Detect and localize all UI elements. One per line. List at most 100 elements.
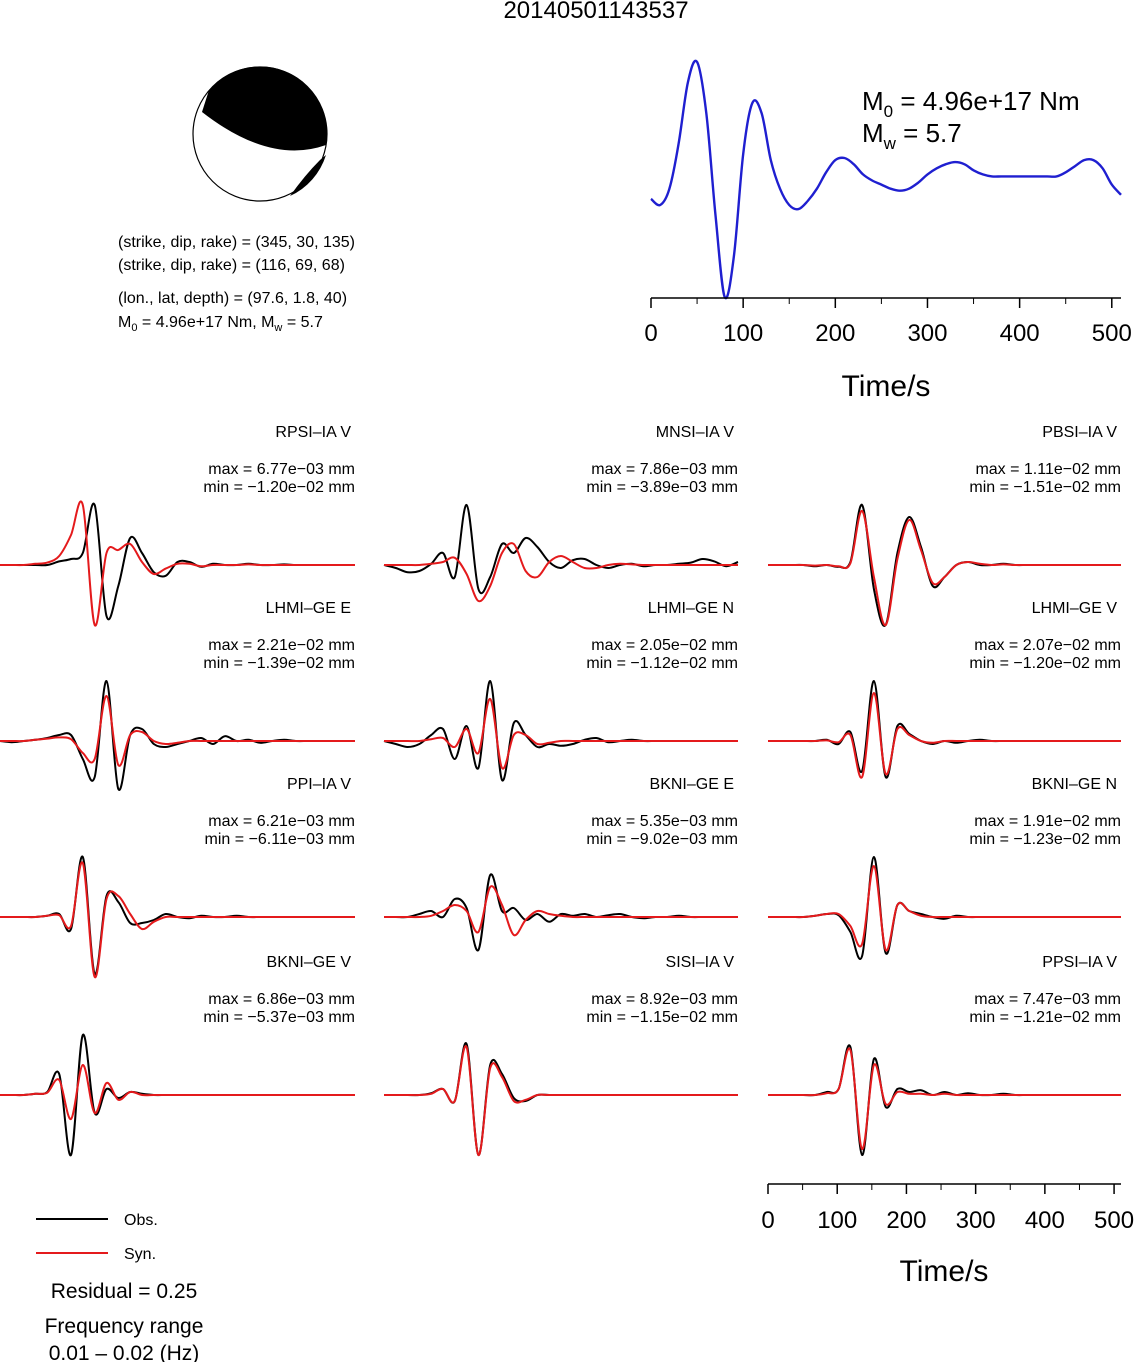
- station-min: min = −3.89e−03 mm: [586, 479, 738, 496]
- station-max: max = 1.91e−02 mm: [974, 813, 1121, 830]
- station-max: max = 2.07e−02 mm: [974, 637, 1121, 654]
- station-name: LHMI–GE N: [648, 600, 734, 617]
- residual-label: Residual = 0.25: [51, 1280, 198, 1303]
- station-min: min = −9.02e−03 mm: [586, 831, 738, 848]
- station-name: MNSI–IA V: [656, 424, 735, 441]
- syn-trace: [0, 1063, 355, 1121]
- syn-trace: [384, 885, 738, 937]
- obs-trace: [383, 503, 739, 595]
- wave-time-axis: 0 100 200 300 400 500 Time/s: [761, 1183, 1134, 1288]
- wave-x-label: Time/s: [900, 1255, 989, 1288]
- stf-x-label: Time/s: [842, 370, 931, 403]
- legend-obs-label: Obs.: [124, 1212, 158, 1229]
- station-min: min = −1.21e−02 mm: [969, 1009, 1121, 1026]
- nodal-plane-1: (strike, dip, rake) = (345, 30, 135): [118, 234, 355, 251]
- wave-tick-label: 500: [1094, 1207, 1134, 1234]
- obs-trace: [383, 679, 738, 782]
- stf-tick-label: 200: [815, 320, 855, 347]
- stf-x-ticks: 0 100 200 300 400 500: [644, 298, 1132, 347]
- stf-tick-label: 300: [907, 320, 947, 347]
- stf-tick-label: 0: [644, 320, 657, 347]
- wave-tick-label: 100: [817, 1207, 857, 1234]
- station-max: max = 2.05e−02 mm: [591, 637, 738, 654]
- station-max: max = 2.21e−02 mm: [208, 637, 355, 654]
- station-max: max = 7.86e−03 mm: [591, 461, 738, 478]
- syn-trace: [383, 542, 738, 603]
- wave-tick-label: 0: [761, 1207, 774, 1234]
- wave-tick-label: 200: [886, 1207, 926, 1234]
- legend-syn-label: Syn.: [124, 1246, 156, 1263]
- syn-trace: [0, 694, 355, 767]
- station-name: PPI–IA V: [287, 776, 351, 793]
- station-min: min = −1.12e−02 mm: [586, 655, 738, 672]
- stf-tick-label: 100: [723, 320, 763, 347]
- station-min: min = −1.20e−02 mm: [203, 479, 355, 496]
- station-max: max = 8.92e−03 mm: [591, 991, 738, 1008]
- station-max: max = 7.47e−03 mm: [974, 991, 1121, 1008]
- syn-trace: [767, 1047, 1121, 1151]
- moment-magnitude: M0 = 4.96e+17 Nm, Mw = 5.7: [118, 314, 323, 334]
- station-max: max = 6.21e−03 mm: [208, 813, 355, 830]
- station-min: min = −1.23e−02 mm: [969, 831, 1121, 848]
- obs-trace: [0, 679, 355, 791]
- station-min: min = −1.51e−02 mm: [969, 479, 1121, 496]
- station-max: max = 6.77e−03 mm: [208, 461, 355, 478]
- station-max: max = 5.35e−03 mm: [591, 813, 738, 830]
- obs-trace: [767, 1044, 1121, 1157]
- stf-tick-label: 500: [1092, 320, 1132, 347]
- syn-trace: [767, 509, 1121, 627]
- station-min: min = −5.37e−03 mm: [203, 1009, 355, 1026]
- station-min: min = −1.39e−02 mm: [203, 655, 355, 672]
- wave-tick-label: 300: [956, 1207, 996, 1234]
- station-name: BKNI–GE E: [650, 776, 734, 793]
- station-min: min = −1.15e−02 mm: [586, 1009, 738, 1026]
- station-name: BKNI–GE N: [1032, 776, 1117, 793]
- beachball: [192, 66, 328, 202]
- syn-trace: [768, 691, 1121, 779]
- mechanism-text: (strike, dip, rake) = (345, 30, 135) (st…: [118, 234, 355, 334]
- station-name: LHMI–GE E: [266, 600, 351, 617]
- syn-trace: [0, 861, 355, 979]
- stf-mw-label: Mw = 5.7: [862, 118, 962, 153]
- location-depth: (lon., lat, depth) = (97.6, 1.8, 40): [118, 290, 347, 307]
- stf-m0-label: M0 = 4.96e+17 Nm: [862, 86, 1080, 121]
- nodal-plane-2: (strike, dip, rake) = (116, 69, 68): [118, 257, 345, 274]
- station-min: min = −6.11e−03 mm: [205, 831, 355, 848]
- obs-trace: [768, 679, 1121, 779]
- beachball-compression-lower: [290, 155, 326, 196]
- frequency-range-label: Frequency range: [45, 1315, 204, 1338]
- obs-trace: [384, 873, 738, 952]
- obs-trace: [383, 1042, 738, 1157]
- frequency-range-values: 0.01 – 0.02 (Hz): [49, 1342, 200, 1362]
- syn-trace: [384, 697, 738, 770]
- stf-tick-label: 400: [1000, 320, 1040, 347]
- obs-trace: [768, 855, 1121, 960]
- station-max: max = 1.11e−02 mm: [975, 461, 1121, 478]
- station-name: RPSI–IA V: [275, 424, 351, 441]
- legend: Obs. Syn.: [36, 1212, 158, 1263]
- station-name: PBSI–IA V: [1042, 424, 1117, 441]
- station-name: PPSI–IA V: [1042, 954, 1117, 971]
- station-name: SISI–IA V: [666, 954, 735, 971]
- wave-tick-label: 400: [1025, 1207, 1065, 1234]
- beachball-compression-upper: [202, 66, 328, 151]
- station-name: BKNI–GE V: [267, 954, 352, 971]
- syn-trace: [383, 1045, 738, 1157]
- station-max: max = 6.86e−03 mm: [208, 991, 355, 1008]
- stf-plot: M0 = 4.96e+17 Nm Mw = 5.7 0 100 200 300 400 5…: [644, 59, 1132, 403]
- syn-trace: [0, 500, 355, 627]
